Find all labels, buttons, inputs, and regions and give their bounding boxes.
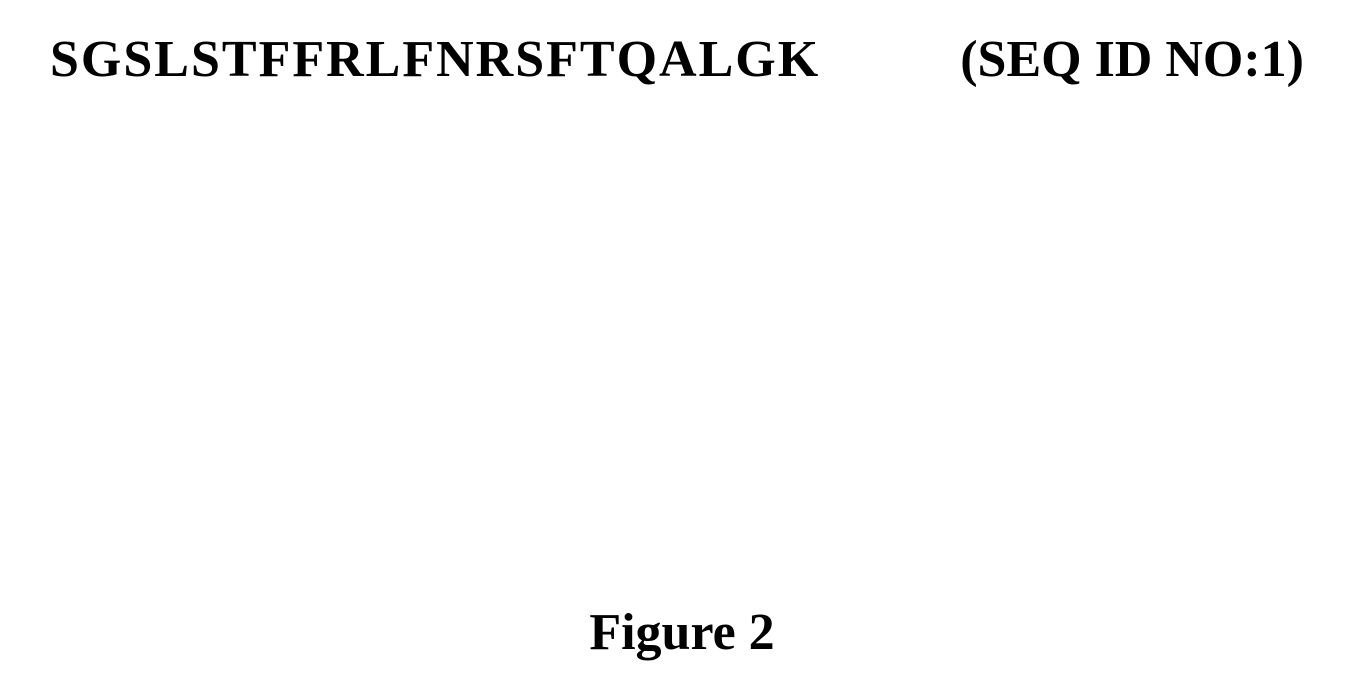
sequence-text: SGSLSTFFRLFNRSFTQALGK	[50, 30, 820, 89]
sequence-id-label: (SEQ ID NO:1)	[960, 30, 1304, 89]
figure-caption: Figure 2	[0, 603, 1364, 662]
sequence-row: SGSLSTFFRLFNRSFTQALGK (SEQ ID NO:1)	[50, 30, 1304, 89]
